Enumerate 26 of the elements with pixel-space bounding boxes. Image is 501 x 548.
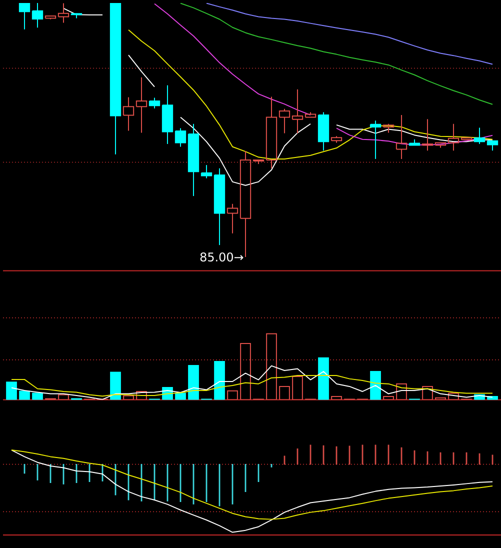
candlestick bbox=[370, 120, 382, 160]
candlestick bbox=[278, 108, 290, 134]
candlestick bbox=[32, 2, 44, 28]
candlestick bbox=[44, 15, 56, 20]
candlestick bbox=[58, 2, 70, 24]
candlestick bbox=[122, 96, 134, 132]
bar bbox=[435, 397, 446, 400]
candlestick bbox=[266, 96, 278, 169]
annotation: 85.00→ bbox=[200, 252, 244, 262]
bar bbox=[214, 361, 225, 400]
candlestick bbox=[486, 140, 498, 152]
bar bbox=[240, 343, 251, 400]
candlestick bbox=[448, 123, 460, 152]
candlestick bbox=[474, 127, 486, 144]
bar bbox=[266, 333, 277, 400]
bar bbox=[292, 376, 303, 400]
candlestick bbox=[434, 142, 446, 148]
candlestick bbox=[200, 164, 212, 179]
candlestick bbox=[148, 97, 160, 109]
bar bbox=[318, 357, 329, 400]
candlestick bbox=[292, 88, 304, 134]
candlestick bbox=[136, 76, 148, 134]
candlestick bbox=[174, 128, 186, 148]
candlestick bbox=[396, 114, 408, 160]
candlestick bbox=[422, 118, 434, 152]
candlestick bbox=[226, 203, 238, 234]
